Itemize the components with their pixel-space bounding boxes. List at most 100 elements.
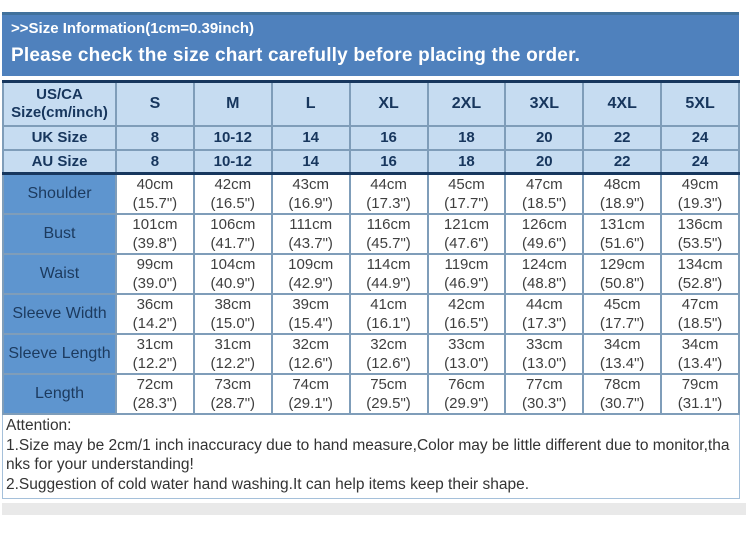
measure-value-cell: 44cm (17.3") (504, 293, 585, 335)
measure-value-cell: 79cm (31.1") (660, 373, 740, 415)
measure-value-cell: 47cm (18.5") (660, 293, 740, 335)
size-value-cell: 14 (270, 124, 351, 151)
measure-value-cell: 119cm (46.9") (426, 253, 507, 295)
measure-row: Bust 101cm (39.8") 106cm (41.7") 111cm (43.… (2, 213, 740, 255)
row-label: Length (2, 373, 117, 415)
size-value-cell: 18 (426, 124, 507, 151)
measure-value-cell: 131cm (51.6") (582, 213, 663, 255)
attention-section: Attention: 1.Size may be 2cm/1 inch inac… (2, 415, 740, 499)
measure-value-cell: 99cm (39.0") (115, 253, 195, 295)
size-table: US/CA Size(cm/inch) S M L XL 2XL 3XL 4XL 5XL UK S… (2, 80, 740, 415)
size-value-cell: 22 (582, 124, 663, 151)
measure-value-cell: 78cm (30.7") (582, 373, 663, 415)
size-value-cell: 22 (582, 148, 663, 175)
bottom-edge (2, 503, 746, 515)
measure-value-cell: 42cm (16.5") (426, 293, 507, 335)
measure-value-cell: 73cm (28.7") (192, 373, 273, 415)
measure-value-cell: 76cm (29.9") (426, 373, 507, 415)
measure-row: Shoulder 40cm (15.7") 42cm (16.5") 43cm (16… (2, 172, 740, 215)
attention-note-1: 1.Size may be 2cm/1 inch inaccuracy due … (6, 436, 730, 474)
measure-value-cell: 45cm (17.7") (426, 172, 507, 215)
measure-value-cell: 104cm (40.9") (192, 253, 273, 295)
size-row: UK Size 8 10-12 14 16 18 20 22 24 (2, 124, 740, 151)
size-value-cell: 8 (115, 148, 195, 175)
row-label: Sleeve Length (2, 333, 117, 375)
size-value-cell: 16 (348, 148, 429, 175)
measure-row: Length 72cm (28.3") 73cm (28.7") 74cm (29.1… (2, 373, 740, 415)
measure-value-cell: 48cm (18.9") (582, 172, 663, 215)
measure-value-cell: 32cm (12.6") (348, 333, 429, 375)
measure-value-cell: 43cm (16.9") (270, 172, 351, 215)
column-header-s: S (115, 80, 195, 127)
measure-value-cell: 38cm (15.0") (192, 293, 273, 335)
size-table-body: US/CA Size(cm/inch) S M L XL 2XL 3XL 4XL 5XL UK S… (2, 80, 740, 415)
measure-value-cell: 49cm (19.3") (660, 172, 740, 215)
row-label: UK Size (2, 124, 117, 151)
measure-value-cell: 34cm (13.4") (660, 333, 740, 375)
size-value-cell: 18 (426, 148, 507, 175)
measure-value-cell: 106cm (41.7") (192, 213, 273, 255)
info-banner: >>Size Information(1cm=0.39inch) Please … (2, 12, 739, 76)
measure-value-cell: 33cm (13.0") (504, 333, 585, 375)
measure-value-cell: 31cm (12.2") (115, 333, 195, 375)
size-chart-page: >>Size Information(1cm=0.39inch) Please … (2, 12, 746, 515)
size-value-cell: 10-12 (192, 124, 273, 151)
attention-title: Attention: (6, 417, 72, 434)
measure-value-cell: 75cm (29.5") (348, 373, 429, 415)
column-header-2xl: 2XL (426, 80, 507, 127)
measure-value-cell: 36cm (14.2") (115, 293, 195, 335)
size-value-cell: 16 (348, 124, 429, 151)
measure-value-cell: 129cm (50.8") (582, 253, 663, 295)
measure-value-cell: 114cm (44.9") (348, 253, 429, 295)
attention-note-2: 2.Suggestion of cold water hand washing.… (6, 475, 530, 493)
measure-value-cell: 111cm (43.7") (270, 213, 351, 255)
measure-value-cell: 121cm (47.6") (426, 213, 507, 255)
size-value-cell: 10-12 (192, 148, 273, 175)
measure-value-cell: 33cm (13.0") (426, 333, 507, 375)
banner-subtitle: Please check the size chart carefully be… (11, 45, 581, 66)
column-header-us-ca-size: US/CA Size(cm/inch) (2, 80, 117, 127)
measure-value-cell: 44cm (17.3") (348, 172, 429, 215)
table-header-row: US/CA Size(cm/inch) S M L XL 2XL 3XL 4XL 5XL (2, 80, 740, 127)
size-row: AU Size 8 10-12 14 16 18 20 22 24 (2, 148, 740, 175)
measure-value-cell: 134cm (52.8") (660, 253, 740, 295)
size-value-cell: 24 (660, 148, 740, 175)
measure-value-cell: 126cm (49.6") (504, 213, 585, 255)
column-header-m: M (192, 80, 273, 127)
measure-value-cell: 42cm (16.5") (192, 172, 273, 215)
size-value-cell: 20 (504, 148, 585, 175)
size-value-cell: 8 (115, 124, 195, 151)
measure-value-cell: 136cm (53.5") (660, 213, 740, 255)
measure-value-cell: 72cm (28.3") (115, 373, 195, 415)
column-header-5xl: 5XL (660, 80, 740, 127)
measure-value-cell: 101cm (39.8") (115, 213, 195, 255)
measure-value-cell: 39cm (15.4") (270, 293, 351, 335)
row-label: AU Size (2, 148, 117, 175)
row-label: Bust (2, 213, 117, 255)
measure-row: Sleeve Length 31cm (12.2") 31cm (12.2") 32c… (2, 333, 740, 375)
measure-value-cell: 74cm (29.1") (270, 373, 351, 415)
banner-title: >>Size Information(1cm=0.39inch) (11, 20, 254, 37)
measure-value-cell: 124cm (48.8") (504, 253, 585, 295)
row-label: Sleeve Width (2, 293, 117, 335)
measure-value-cell: 116cm (45.7") (348, 213, 429, 255)
measure-value-cell: 77cm (30.3") (504, 373, 585, 415)
measure-value-cell: 40cm (15.7") (115, 172, 195, 215)
row-label: Waist (2, 253, 117, 295)
size-value-cell: 24 (660, 124, 740, 151)
column-header-l: L (270, 80, 351, 127)
measure-value-cell: 45cm (17.7") (582, 293, 663, 335)
measure-value-cell: 47cm (18.5") (504, 172, 585, 215)
measure-value-cell: 109cm (42.9") (270, 253, 351, 295)
measure-value-cell: 41cm (16.1") (348, 293, 429, 335)
column-header-xl: XL (348, 80, 429, 127)
column-header-4xl: 4XL (582, 80, 663, 127)
size-value-cell: 14 (270, 148, 351, 175)
measure-value-cell: 34cm (13.4") (582, 333, 663, 375)
column-header-3xl: 3XL (504, 80, 585, 127)
measure-row: Waist 99cm (39.0") 104cm (40.9") 109cm (42.… (2, 253, 740, 295)
measure-value-cell: 32cm (12.6") (270, 333, 351, 375)
measure-row: Sleeve Width 36cm (14.2") 38cm (15.0") 39cm… (2, 293, 740, 335)
size-value-cell: 20 (504, 124, 585, 151)
measure-value-cell: 31cm (12.2") (192, 333, 273, 375)
